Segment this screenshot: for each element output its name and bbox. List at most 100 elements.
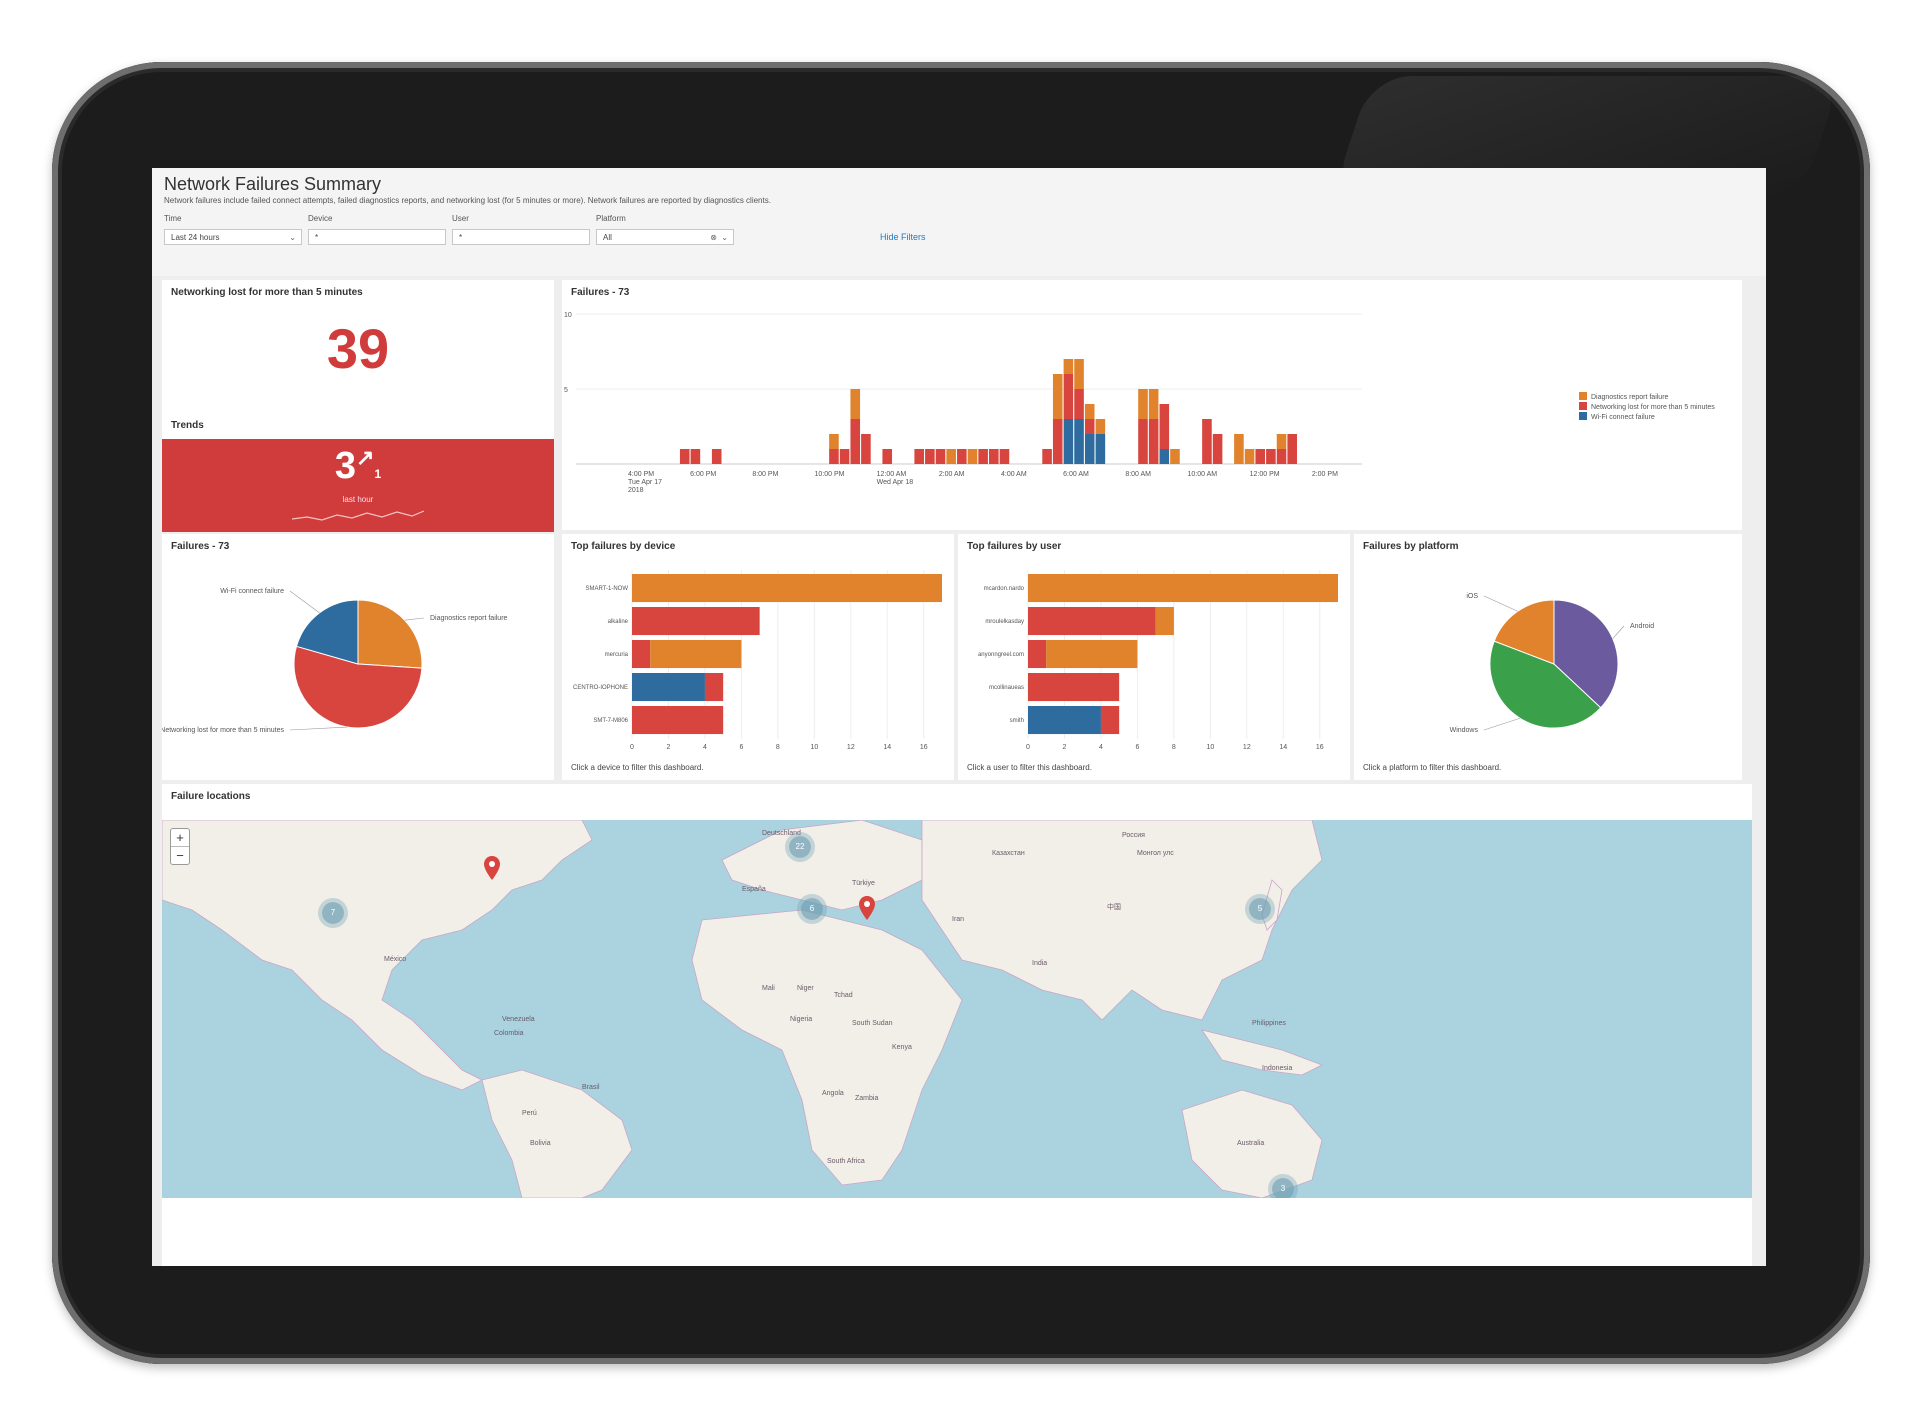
timeline-bar [978, 449, 988, 464]
chevron-down-icon[interactable]: ⌄ [721, 233, 728, 242]
pie-label: iOS [1466, 593, 1478, 600]
trend-value: 3 [334, 445, 356, 487]
platform-filter-select[interactable]: All ⊗ ⌄ [596, 229, 734, 245]
y-category-label: mcollinaueas [989, 685, 1024, 691]
map-cluster[interactable]: 5 [1249, 898, 1271, 920]
timeline-bar [1287, 434, 1297, 464]
pie-slice [1489, 640, 1602, 729]
time-filter-select[interactable]: Last 24 hours ⌄ [164, 229, 302, 245]
map-cluster[interactable]: 6 [801, 898, 823, 920]
x-tick-label: 0 [630, 744, 634, 751]
timeline-bar [1266, 449, 1276, 464]
bar-segment [1028, 640, 1047, 669]
timeline-bar [914, 449, 924, 464]
timeline-bar [1255, 449, 1266, 464]
timeline-bar [967, 449, 978, 464]
clear-icon[interactable]: ⊗ [710, 233, 717, 242]
timeline-bar [829, 434, 839, 449]
map-cluster[interactable]: 3 [1272, 1178, 1294, 1198]
bar-segment [1155, 607, 1174, 636]
bar-segment [1100, 706, 1120, 735]
y-category-label: anyonngreel.com [978, 652, 1024, 658]
pie-label: Diagnostics report failure [430, 615, 508, 622]
legend-swatch [1579, 402, 1587, 410]
timeline-bar [882, 449, 893, 464]
x-tick-label: 0 [1026, 744, 1030, 751]
timeline-bar [1063, 419, 1074, 464]
timeline-bar [1042, 449, 1052, 464]
x-tick-sublabel: Wed Apr 18 [877, 479, 914, 486]
bar-segment [1028, 574, 1338, 603]
x-tick-label: 2 [667, 744, 671, 751]
timeline-bar [1170, 449, 1180, 464]
bar-segment [1046, 640, 1138, 669]
map-cluster[interactable]: 7 [322, 902, 344, 924]
pie-slice [1553, 599, 1619, 709]
panel-title: Failures - 73 [571, 287, 630, 298]
panel-footer: Click a user to filter this dashboard. [967, 763, 1092, 772]
page-title: Network Failures Summary [164, 174, 382, 194]
x-tick-label: 12:00 PM [1250, 471, 1280, 478]
hide-filters-link[interactable]: Hide Filters [880, 232, 926, 242]
timeline-bar [925, 449, 935, 464]
map-marker-icon[interactable] [859, 896, 875, 920]
x-tick-label: 4:00 PM [628, 471, 654, 478]
y-category-label: smith [1010, 718, 1024, 724]
x-tick-label: 14 [883, 744, 891, 751]
map-marker-icon[interactable] [484, 856, 500, 880]
pie-label: Networking lost for more than 5 minutes [162, 727, 284, 734]
x-tick-label: 2:00 AM [939, 471, 965, 478]
device-filter-input[interactable]: * [308, 229, 446, 245]
user-filter-input[interactable]: * [452, 229, 590, 245]
timeline-bar [1159, 404, 1170, 449]
y-category-label: mroulelkasday [985, 619, 1024, 625]
bar-segment [1028, 673, 1120, 702]
x-tick-label: 12 [1243, 744, 1251, 751]
timeline-bar [1234, 434, 1244, 464]
top-device-panel: Top failures by device 0 2 4 6 8 10 12 14 16 SMAR… [562, 534, 954, 780]
networking-lost-panel: Networking lost for more than 5 minutes … [162, 280, 554, 532]
pie-leader [1483, 595, 1518, 612]
zoom-in-button[interactable]: + [171, 829, 189, 847]
trend-indicator: 3↗1 last hour [162, 439, 554, 532]
legend-entry: Networking lost for more than 5 minutes [1591, 404, 1715, 411]
trend-sublabel: last hour [342, 495, 374, 504]
x-tick-sublabel: Tue Apr 17 [628, 479, 662, 486]
timeline-bar [839, 449, 850, 464]
failure-map[interactable]: México Brasil Colombia Venezuela Perú Bo… [162, 820, 1752, 1198]
trends-label: Trends [171, 420, 204, 431]
x-tick-label: 6:00 AM [1063, 471, 1089, 478]
pie-leader [404, 617, 425, 621]
timeline-bar [1095, 419, 1106, 434]
y-category-label: alkaline [608, 619, 629, 625]
x-tick-label: 6:00 PM [690, 471, 716, 478]
panel-title: Failures - 73 [171, 541, 230, 552]
x-tick-label: 8:00 PM [752, 471, 778, 478]
timeline-bar [1212, 434, 1223, 464]
timeline-bar [1063, 359, 1074, 374]
map-land [162, 820, 1323, 1198]
panel-title: Top failures by device [571, 541, 676, 552]
timeline-bar [935, 449, 946, 464]
zoom-out-button[interactable]: − [176, 848, 184, 863]
timeline-bar [850, 389, 861, 419]
panel-footer: Click a platform to filter this dashboar… [1363, 763, 1502, 772]
panel-title: Failure locations [171, 791, 251, 802]
bar-segment [1028, 607, 1156, 636]
y-tick-label: 5 [564, 387, 568, 394]
pie-label: Android [1630, 623, 1654, 630]
pie-leader [1612, 625, 1625, 639]
dashboard-header: Network Failures Summary Network failure… [152, 168, 1766, 276]
pie-label: Windows [1450, 727, 1479, 734]
x-tick-label: 16 [920, 744, 928, 751]
networking-lost-value: 39 [326, 317, 390, 380]
map-cluster[interactable]: 22 [789, 836, 811, 858]
timeline-bar [850, 419, 861, 464]
platform-panel: Failures by platform Android Windows iOS C… [1354, 534, 1742, 780]
failures-type-panel: Failures - 73 Diagnostics report failure… [162, 534, 554, 780]
top-user-panel: Top failures by user 0 2 4 6 8 10 12 14 16 mcardo… [958, 534, 1350, 780]
pie-slice [293, 645, 423, 729]
timeline-bar [1063, 374, 1074, 419]
timeline-bar [1276, 434, 1287, 449]
pie-leader [1483, 717, 1521, 731]
